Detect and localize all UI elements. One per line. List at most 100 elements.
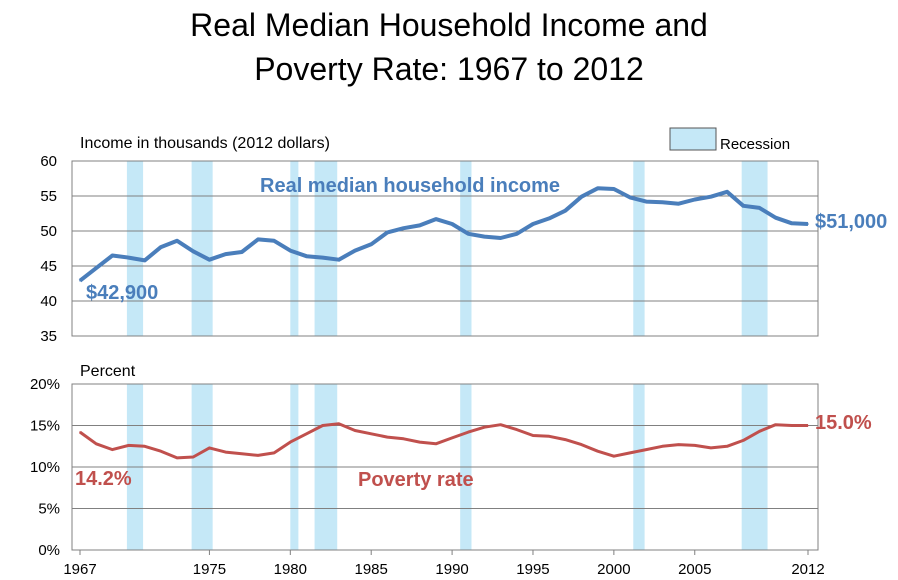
poverty-data-point xyxy=(176,457,178,459)
poverty-data-point xyxy=(435,443,437,445)
poverty-data-point xyxy=(338,423,340,425)
poverty-data-point xyxy=(742,439,745,442)
income-y-tick-label: 40 xyxy=(40,293,57,310)
poverty-data-point xyxy=(548,435,550,438)
poverty-y-ticks: 0% 5% 10% 15% 20% xyxy=(30,376,60,559)
poverty-data-point xyxy=(143,445,146,448)
poverty-data-point xyxy=(661,445,664,448)
income-data-point xyxy=(160,246,162,248)
poverty-y-tick-label: 5% xyxy=(38,501,60,518)
poverty-y-tick-label: 15% xyxy=(30,418,60,435)
poverty-data-point xyxy=(807,424,809,427)
income-data-point xyxy=(111,254,114,257)
poverty-data-point xyxy=(694,444,696,447)
income-data-point xyxy=(726,191,728,193)
income-data-point xyxy=(742,205,745,207)
income-axis-label: Income in thousands (2012 dollars) xyxy=(80,135,330,152)
poverty-data-point xyxy=(386,436,389,438)
income-data-point xyxy=(127,256,130,259)
poverty-data-point xyxy=(224,451,227,453)
income-recession-band xyxy=(126,161,144,336)
poverty-data-point xyxy=(354,429,356,432)
poverty-data-point xyxy=(499,423,502,426)
poverty-data-point xyxy=(467,431,470,433)
poverty-data-point xyxy=(532,434,534,437)
income-data-point xyxy=(95,267,97,269)
poverty-data-point xyxy=(321,424,324,427)
poverty-data-points xyxy=(79,423,809,459)
poverty-series-line xyxy=(79,422,808,460)
poverty-gridlines xyxy=(72,425,818,509)
poverty-data-point xyxy=(305,433,308,435)
income-data-point xyxy=(192,250,194,253)
income-y-tick-label: 45 xyxy=(40,258,57,275)
x-tick-label: 1967 xyxy=(63,561,96,578)
income-data-point xyxy=(613,188,615,190)
poverty-data-point xyxy=(596,450,599,453)
income-data-point xyxy=(257,238,259,241)
income-data-point xyxy=(208,258,211,261)
income-data-point xyxy=(758,207,761,209)
income-data-point xyxy=(176,240,178,242)
x-tick-label: 2012 xyxy=(791,561,824,578)
income-data-point xyxy=(564,209,567,212)
income-data-point xyxy=(774,216,777,219)
income-data-point xyxy=(418,224,421,227)
income-recession-band xyxy=(633,161,645,336)
income-data-point xyxy=(241,251,243,253)
income-data-points xyxy=(79,187,809,282)
income-recession-band xyxy=(314,161,338,336)
poverty-y-tick-label: 0% xyxy=(38,542,60,559)
poverty-data-point xyxy=(241,452,243,455)
x-axis-ticks: 1967 1975 1980 1985 1990 1995 2000 2005 2012 xyxy=(63,550,825,578)
poverty-data-point xyxy=(710,447,712,449)
chart-title-line2: Poverty Rate: 1967 to 2012 xyxy=(254,51,644,87)
income-data-point xyxy=(677,202,680,205)
poverty-data-point xyxy=(791,424,793,427)
income-data-point xyxy=(224,253,227,255)
income-data-point xyxy=(451,223,453,225)
poverty-axis-label: Percent xyxy=(80,363,136,380)
poverty-start-annotation: 14.2% xyxy=(75,468,132,490)
income-end-annotation: $51,000 xyxy=(815,211,887,233)
income-data-point xyxy=(321,256,324,259)
income-series-line xyxy=(78,186,809,283)
poverty-y-tick-label: 20% xyxy=(30,376,60,393)
poverty-data-point xyxy=(160,450,162,453)
income-data-point xyxy=(516,233,518,235)
income-data-point xyxy=(661,201,664,204)
poverty-data-point xyxy=(273,452,275,454)
poverty-series-label: Poverty rate xyxy=(358,469,474,491)
income-y-tick-label: 35 xyxy=(40,328,57,345)
income-data-point xyxy=(596,187,599,190)
poverty-data-point xyxy=(516,428,518,431)
legend-recession-label: Recession xyxy=(720,136,790,153)
poverty-plot-frame xyxy=(71,383,819,551)
poverty-data-point xyxy=(79,431,81,433)
x-tick-label: 1980 xyxy=(274,561,307,578)
poverty-data-point xyxy=(111,448,114,451)
income-recession-bands xyxy=(126,161,768,336)
poverty-data-point xyxy=(677,443,680,446)
income-y-ticks: 35 40 45 50 55 60 xyxy=(40,153,57,345)
poverty-data-point xyxy=(192,456,194,458)
poverty-data-point xyxy=(580,443,583,446)
x-tick-label: 2005 xyxy=(678,561,711,578)
poverty-data-point xyxy=(613,455,615,458)
chart-title-line1: Real Median Household Income and xyxy=(190,7,708,43)
poverty-end-annotation: 15.0% xyxy=(815,412,872,434)
poverty-y-tick-label: 10% xyxy=(30,459,60,476)
income-data-point xyxy=(710,195,712,198)
poverty-data-point xyxy=(774,423,777,426)
income-recession-band xyxy=(741,161,768,336)
poverty-data-point xyxy=(208,447,211,449)
income-data-point xyxy=(402,227,405,229)
income-data-point xyxy=(645,200,647,203)
poverty-data-point xyxy=(564,438,567,441)
income-data-point xyxy=(499,237,502,239)
income-data-point xyxy=(435,218,437,220)
x-tick-label: 1975 xyxy=(193,561,226,578)
income-data-point xyxy=(273,240,275,242)
income-data-point xyxy=(289,249,292,252)
